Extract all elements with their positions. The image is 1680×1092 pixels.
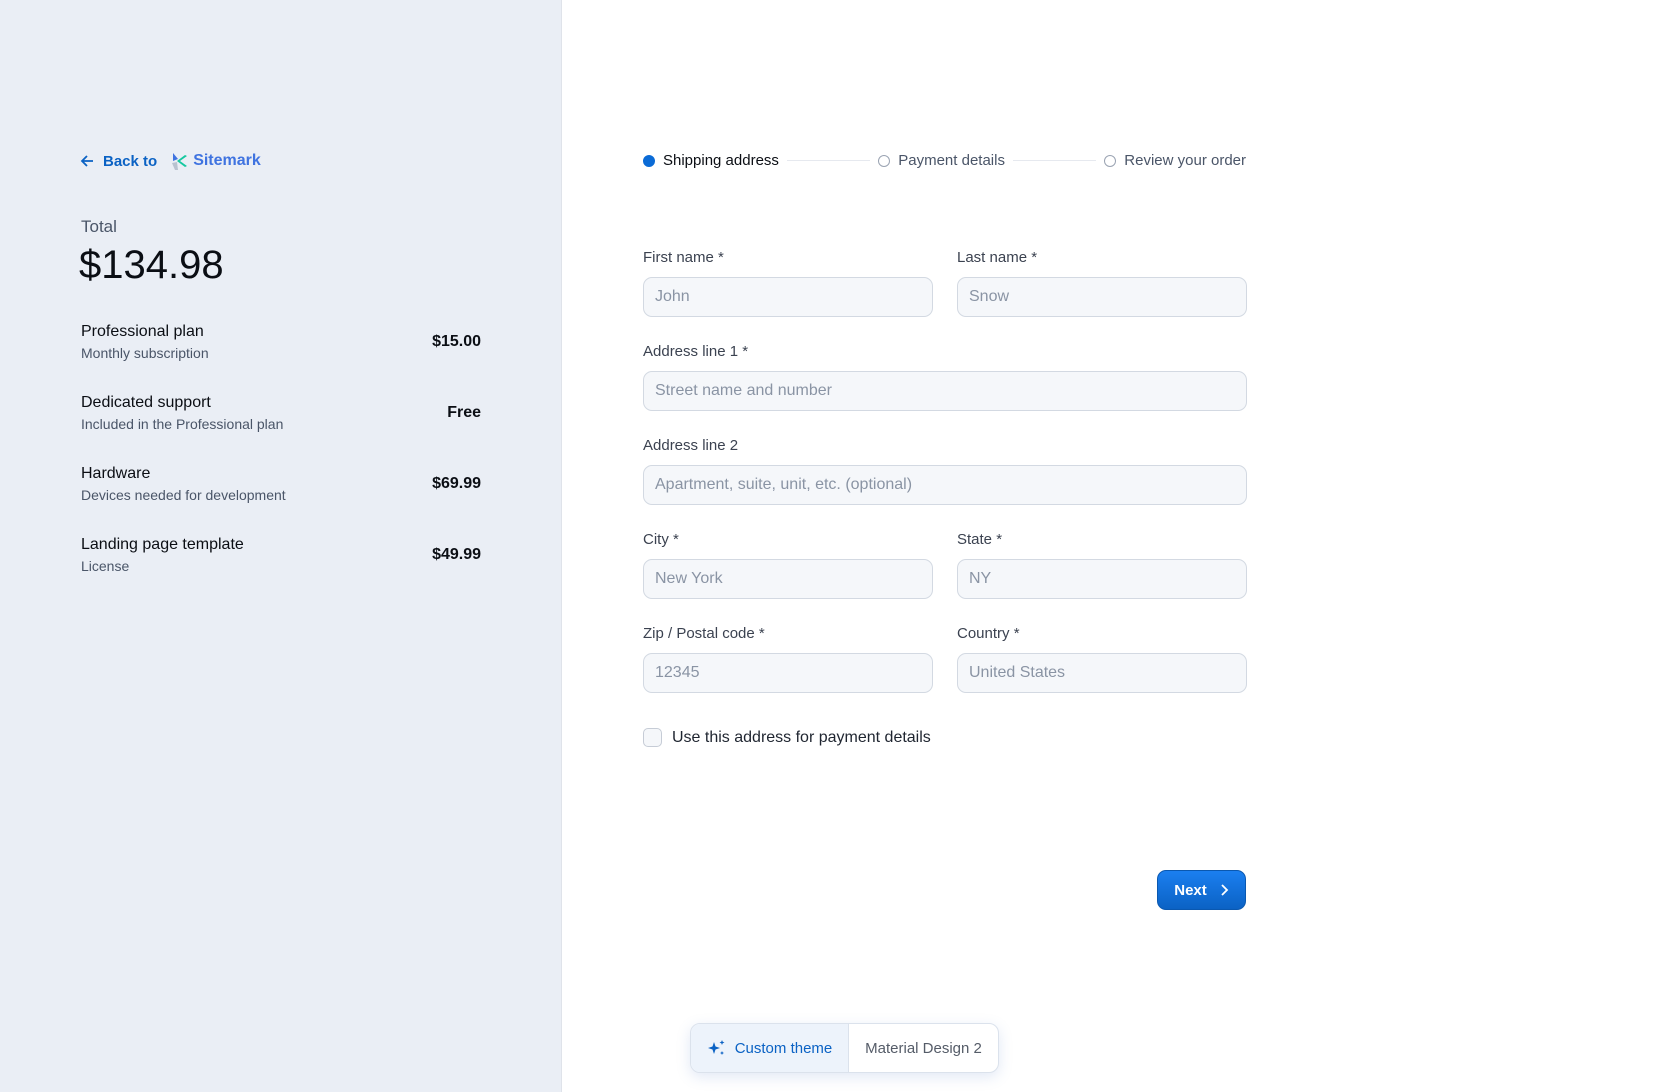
last-name-label: Last name * [957, 249, 1038, 266]
step-indicator [1104, 154, 1117, 167]
address2-label: Address line 2 [643, 437, 739, 454]
step-indicator [878, 154, 891, 167]
sitemark-logo: Sitemark [169, 151, 261, 171]
item-price: $15.00 [432, 333, 481, 350]
item-desc: Included in the Professional plan [81, 416, 284, 432]
theme-switcher: Custom theme Material Design 2 [690, 1023, 999, 1073]
item-name: Dedicated support [81, 394, 211, 411]
step-review-order[interactable]: Review your order [1104, 152, 1246, 169]
total-value: $134.98 [79, 243, 224, 287]
item-desc: Devices needed for development [81, 487, 286, 503]
address1-label: Address line 1 * [643, 343, 749, 360]
step-payment-details[interactable]: Payment details [878, 152, 1005, 169]
list-item: Professional plan Monthly subscription $15… [81, 323, 481, 361]
step-label: Review your order [1124, 152, 1246, 169]
item-price: $49.99 [432, 546, 481, 563]
step-shipping-address[interactable]: Shipping address [643, 152, 779, 169]
item-desc: Monthly subscription [81, 345, 209, 361]
city-label: City * [643, 531, 679, 548]
sitemark-logo-icon [172, 153, 188, 170]
total-label: Total [81, 217, 117, 236]
country-label: Country * [957, 625, 1020, 642]
checkout-stepper: Shipping address Payment details Review … [643, 152, 1246, 169]
list-item: Landing page template License $49.99 [81, 536, 481, 574]
sparkles-icon [707, 1040, 725, 1055]
first-name-input[interactable] [643, 277, 933, 317]
city-input[interactable] [643, 559, 933, 599]
step-label: Payment details [898, 152, 1005, 169]
use-address-checkbox[interactable] [643, 728, 662, 747]
brand-name: Sitemark [193, 152, 261, 169]
back-label: Back to [103, 152, 158, 170]
arrow-left-icon [80, 155, 93, 167]
item-price: Free [447, 404, 481, 421]
chevron-right-icon [1221, 884, 1229, 896]
item-desc: License [81, 558, 130, 574]
material-design-label: Material Design 2 [865, 1039, 982, 1057]
step-connector [786, 160, 871, 161]
moon-icon [1222, 45, 1230, 61]
back-link[interactable]: Back to Sitemark [79, 151, 261, 171]
list-item: Dedicated support Included in the Profess… [81, 394, 481, 432]
custom-theme-button[interactable]: Custom theme [691, 1024, 849, 1072]
step-label: Shipping address [663, 152, 779, 169]
last-name-input[interactable] [957, 277, 1247, 317]
item-name: Hardware [81, 465, 151, 482]
step-indicator [643, 154, 655, 167]
order-summary-sidebar: Back to Sitemark Total $134.98 Professio… [0, 0, 562, 1092]
country-input[interactable] [957, 653, 1247, 693]
zip-label: Zip / Postal code * [643, 625, 765, 642]
checkbox-label: Use this address for payment details [672, 728, 931, 746]
theme-mode-toggle[interactable] [1216, 42, 1238, 64]
state-input[interactable] [957, 559, 1247, 599]
address1-input[interactable] [643, 371, 1247, 411]
item-name: Professional plan [81, 323, 204, 340]
item-name: Landing page template [81, 536, 244, 553]
list-item: Hardware Devices needed for development $6… [81, 465, 481, 503]
custom-theme-label: Custom theme [734, 1039, 833, 1057]
use-address-checkbox-row[interactable]: Use this address for payment details [643, 728, 931, 747]
next-button[interactable]: Next [1157, 870, 1246, 910]
address2-input[interactable] [643, 465, 1247, 505]
step-connector [1012, 160, 1097, 161]
zip-input[interactable] [643, 653, 933, 693]
state-label: State * [957, 531, 1003, 548]
item-price: $69.99 [432, 475, 481, 492]
material-design-button[interactable]: Material Design 2 [849, 1024, 998, 1072]
next-label: Next [1174, 881, 1207, 899]
first-name-label: First name * [643, 249, 724, 266]
